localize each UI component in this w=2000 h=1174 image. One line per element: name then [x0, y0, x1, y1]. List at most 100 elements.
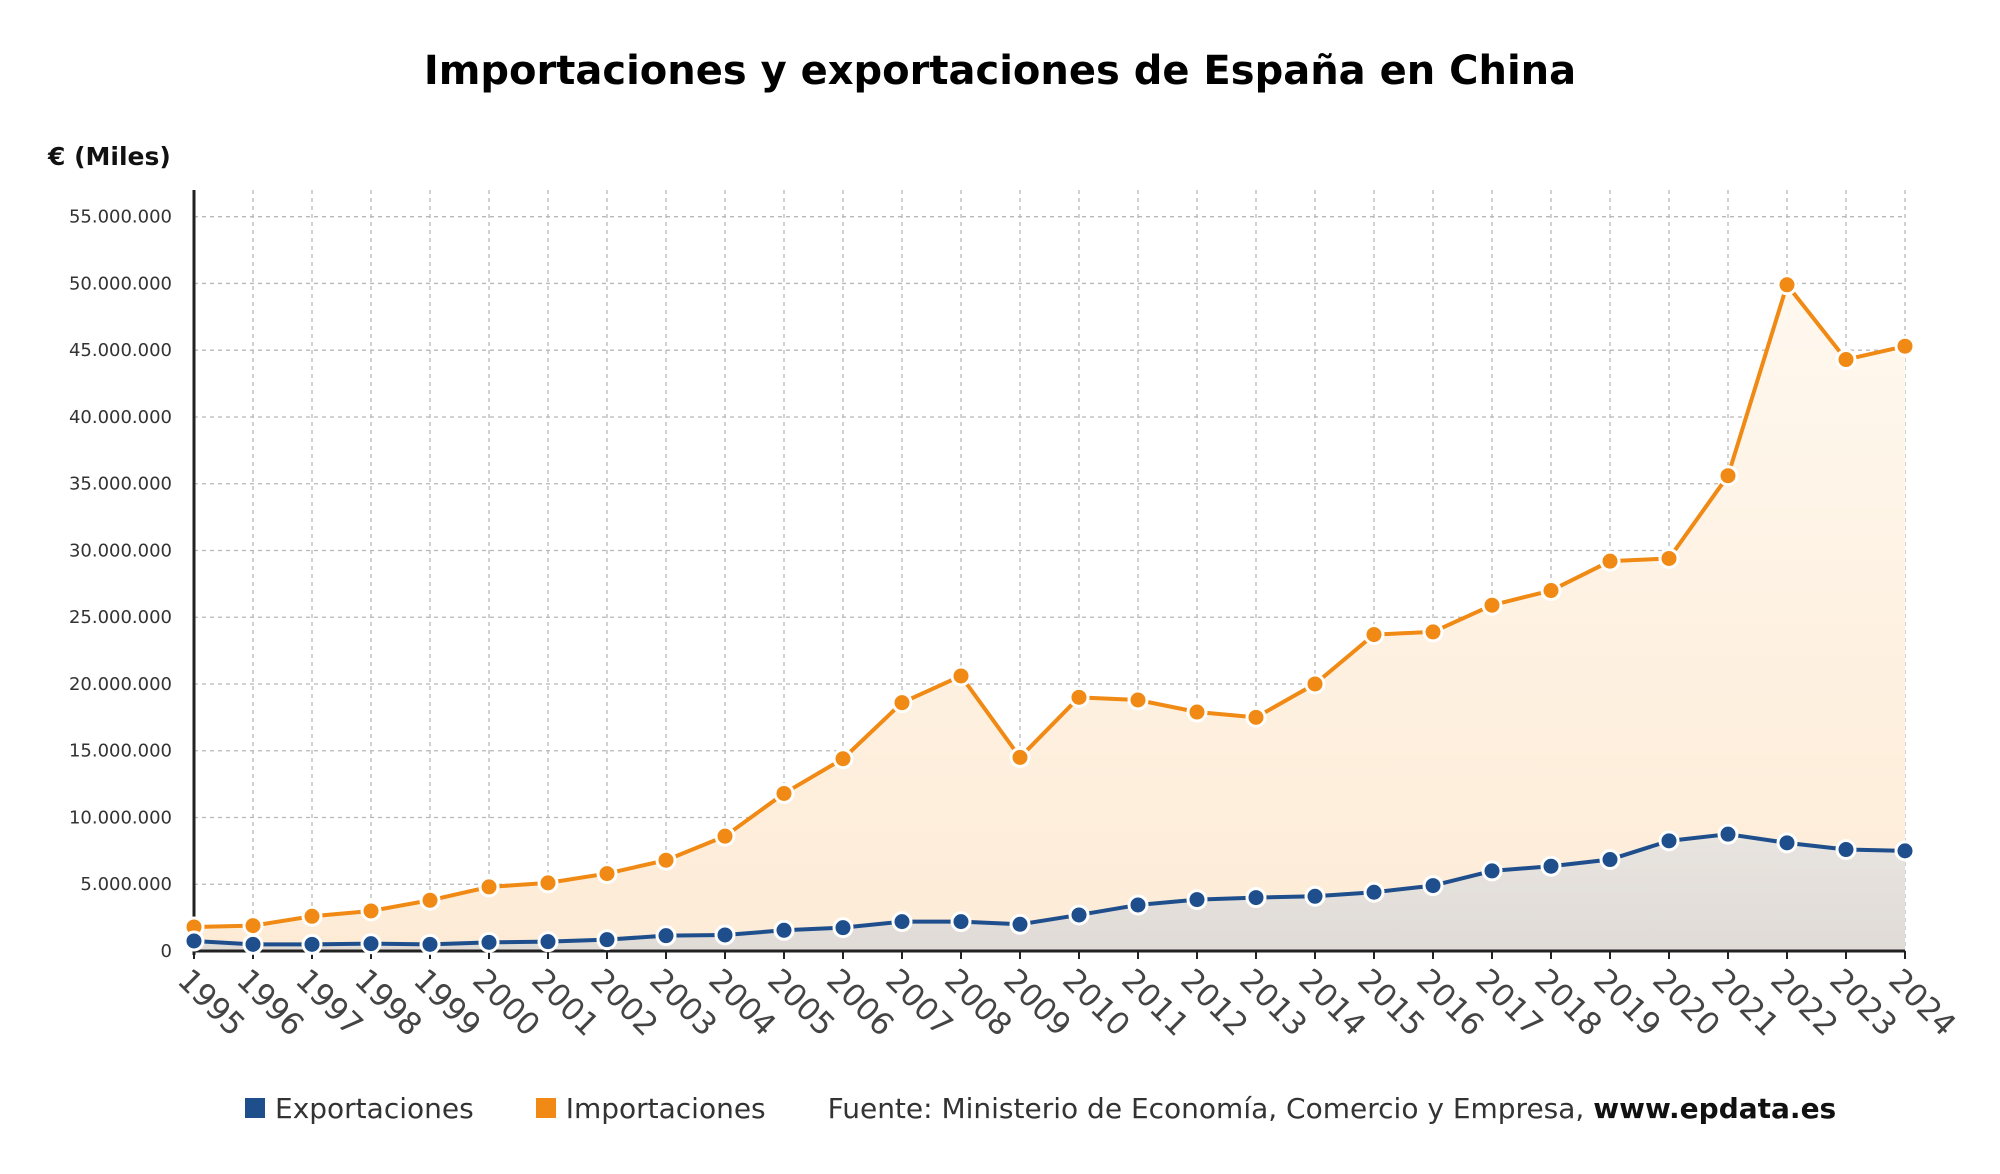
x-tick-label: 2021: [1704, 962, 1785, 1043]
series-points: [183, 274, 1916, 955]
legend-swatch-importaciones: [535, 1098, 556, 1118]
axes: [192, 190, 1906, 959]
point-exportaciones: [1127, 894, 1149, 916]
x-tick-label: 2014: [1291, 962, 1372, 1043]
y-axis-unit-label: € (Miles): [48, 142, 171, 171]
y-tick-label: 25.000.000: [69, 607, 172, 628]
x-tick-label: 2011: [1114, 962, 1195, 1043]
point-importaciones: [419, 889, 441, 911]
point-importaciones: [1009, 746, 1031, 768]
y-tick-label: 15.000.000: [69, 741, 172, 762]
point-exportaciones: [891, 911, 913, 933]
point-importaciones: [1068, 686, 1090, 708]
point-importaciones: [1599, 550, 1621, 572]
point-importaciones: [1245, 706, 1267, 728]
y-tick-label: 50.000.000: [69, 273, 172, 294]
point-exportaciones: [1540, 855, 1562, 877]
y-tick-label: 45.000.000: [69, 340, 172, 361]
x-tick-label: 2003: [642, 962, 723, 1043]
y-tick-label: 55.000.000: [69, 207, 172, 228]
x-tick-label: 2006: [819, 962, 900, 1043]
point-importaciones: [714, 825, 736, 847]
x-tick-label: 2015: [1350, 962, 1431, 1043]
x-tick-label: 1999: [406, 962, 487, 1043]
legend-label-importaciones: Importaciones: [565, 1091, 766, 1125]
point-exportaciones: [242, 933, 264, 955]
point-importaciones: [1422, 621, 1444, 643]
point-exportaciones: [360, 933, 382, 955]
point-importaciones: [1894, 335, 1916, 357]
x-tick-label: 2023: [1822, 962, 1903, 1043]
x-tick-label: 2020: [1645, 962, 1726, 1043]
y-tick-label: 40.000.000: [69, 407, 172, 428]
point-exportaciones: [1599, 849, 1621, 871]
point-exportaciones: [1481, 860, 1503, 882]
point-exportaciones: [1835, 839, 1857, 861]
point-exportaciones: [1717, 823, 1739, 845]
point-importaciones: [242, 915, 264, 937]
point-importaciones: [891, 692, 913, 714]
source-credit: Fuente: Ministerio de Economía, Comercio…: [828, 1092, 1837, 1125]
x-tick-label: 2007: [878, 962, 959, 1043]
x-tick-label: 2000: [465, 962, 546, 1043]
point-importaciones: [537, 872, 559, 894]
y-tick-label: 20.000.000: [69, 674, 172, 695]
x-tick-label: 2016: [1409, 962, 1490, 1043]
point-importaciones: [596, 863, 618, 885]
point-importaciones: [1304, 673, 1326, 695]
y-tick-label: 0: [161, 941, 172, 962]
point-exportaciones: [773, 919, 795, 941]
point-exportaciones: [596, 929, 618, 951]
point-importaciones: [301, 905, 323, 927]
x-tick-label: 2002: [583, 962, 664, 1043]
x-tick-label: 2010: [1055, 962, 1136, 1043]
point-exportaciones: [1009, 913, 1031, 935]
point-exportaciones: [1068, 904, 1090, 926]
point-exportaciones: [183, 930, 205, 952]
legend-item-importaciones[interactable]: Importaciones: [535, 1091, 766, 1125]
legend-label-exportaciones: Exportaciones: [275, 1091, 474, 1125]
x-tick-label: 2009: [996, 962, 1077, 1043]
point-importaciones: [655, 849, 677, 871]
x-tick-label: 2001: [524, 962, 605, 1043]
point-exportaciones: [1363, 881, 1385, 903]
point-importaciones: [1363, 624, 1385, 646]
x-tick-label: 2017: [1468, 962, 1549, 1043]
point-importaciones: [1186, 701, 1208, 723]
point-importaciones: [1717, 465, 1739, 487]
y-tick-label: 35.000.000: [69, 474, 172, 495]
legend-item-exportaciones[interactable]: Exportaciones: [245, 1092, 474, 1125]
x-tick-label: 2024: [1881, 962, 1962, 1043]
legend-swatch-exportaciones: [245, 1098, 265, 1118]
point-importaciones: [1481, 594, 1503, 616]
x-tick-label: 2004: [701, 962, 782, 1043]
point-importaciones: [360, 900, 382, 922]
point-exportaciones: [1186, 889, 1208, 911]
point-importaciones: [1540, 580, 1562, 602]
point-importaciones: [1776, 274, 1798, 296]
area-importaciones: [194, 284, 1905, 951]
point-exportaciones: [537, 931, 559, 953]
x-tick-label: 2013: [1232, 962, 1313, 1043]
point-importaciones: [1127, 689, 1149, 711]
point-exportaciones: [714, 924, 736, 946]
y-tick-label: 10.000.000: [69, 807, 172, 828]
x-tick-label: 2008: [937, 962, 1018, 1043]
point-exportaciones: [478, 931, 500, 953]
x-tick-label: 2005: [760, 962, 841, 1043]
x-tick-label: 1997: [288, 962, 369, 1043]
point-exportaciones: [1245, 887, 1267, 909]
point-importaciones: [1658, 547, 1680, 569]
point-exportaciones: [1776, 832, 1798, 854]
point-importaciones: [773, 782, 795, 804]
y-tick-label: 30.000.000: [69, 540, 172, 561]
point-exportaciones: [655, 925, 677, 947]
x-tick-label: 2022: [1763, 962, 1844, 1043]
source-link[interactable]: www.epdata.es: [1593, 1091, 1837, 1125]
y-tick-label: 5.000.000: [80, 874, 172, 895]
point-exportaciones: [419, 933, 441, 955]
x-tick-label: 1998: [347, 962, 428, 1043]
point-importaciones: [950, 665, 972, 687]
series-areas: [194, 284, 1905, 951]
